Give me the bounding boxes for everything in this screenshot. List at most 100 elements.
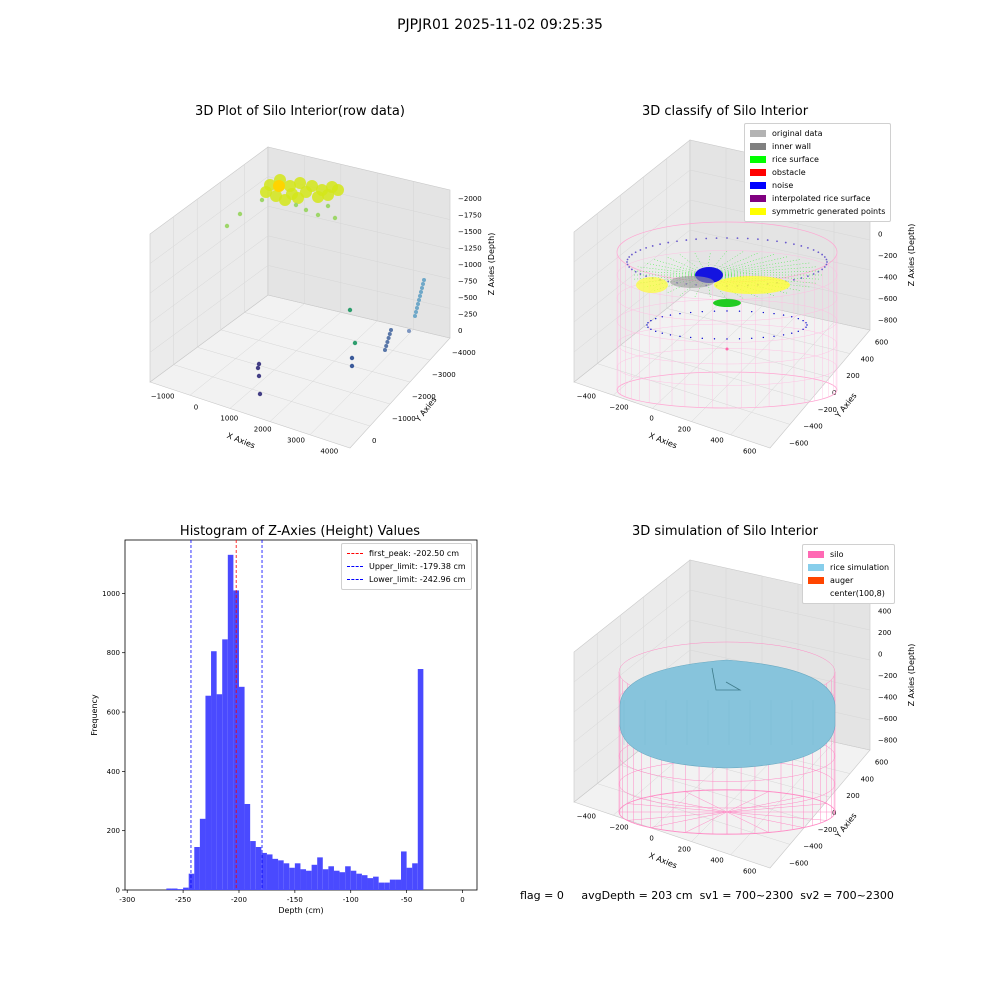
p1-y-tick-label: −4000 <box>452 349 476 357</box>
p2-legend-entry: inner wall <box>750 140 885 153</box>
p3-x-tick-label: -250 <box>175 896 191 904</box>
p2-point <box>655 317 657 320</box>
p2-y-tick-label: 0 <box>832 389 836 397</box>
p4-legend-label: center(100,8) <box>830 589 885 598</box>
p2-z-tick-label: −400 <box>878 273 897 281</box>
p2-silo-wire <box>616 274 838 322</box>
p2-x-tick-label: −200 <box>609 404 628 412</box>
p2-point <box>812 273 815 275</box>
p3-bar <box>171 888 178 890</box>
p2-point <box>626 261 628 263</box>
p4-legend-entry: center(100,8) <box>808 587 889 600</box>
p2-point <box>823 256 826 258</box>
p2-legend-entry: rice surface <box>750 153 885 166</box>
p1-z-tick-label: −1250 <box>458 245 482 253</box>
p2-point <box>667 280 670 283</box>
p3-bar <box>395 879 402 890</box>
p3-bar <box>216 694 223 890</box>
p3-bar <box>272 858 279 890</box>
p3-legend-swatch <box>347 566 363 567</box>
sv2-text: sv2 = 700~2300 <box>800 889 894 902</box>
p4-y-tick-label: −200 <box>818 826 837 834</box>
p2-original-cluster <box>670 276 714 288</box>
p2-grid <box>597 363 791 425</box>
p3-bar <box>255 846 262 890</box>
p2-rice-ray <box>706 251 744 276</box>
p1-point <box>237 211 243 217</box>
p2-point <box>817 270 820 273</box>
p4-x-tick-label: 200 <box>678 846 691 854</box>
p2-legend-swatch <box>750 143 766 150</box>
p3-x-tick-label: -150 <box>287 896 303 904</box>
p2-point <box>800 277 803 279</box>
p4-z-tick-label: 0 <box>878 651 882 659</box>
panel2-legend: original data inner wall rice surface obsta… <box>744 123 892 222</box>
p4-grid <box>730 741 835 855</box>
p2-x-tick-label: 200 <box>678 426 691 434</box>
p2-silo-wire <box>616 323 838 365</box>
p2-point <box>679 335 681 338</box>
status-footer: flag = 0 avgDepth = 203 cm sv1 = 700~230… <box>520 889 894 902</box>
avg-depth-text: avgDepth = 203 cm <box>581 889 693 902</box>
p3-bar <box>177 889 184 890</box>
p2-point <box>630 253 633 256</box>
p2-symmetric-points <box>636 277 668 293</box>
figure-title: PJPJR01 2025-11-02 09:25:35 <box>397 17 603 33</box>
p3-legend-label: Lower_limit: -242.96 cm <box>369 575 466 584</box>
p2-point <box>661 316 663 318</box>
p3-bar <box>306 870 312 890</box>
p1-x-tick-label: −1000 <box>151 393 175 401</box>
p2-grid <box>573 259 871 353</box>
p1-point <box>422 278 426 282</box>
p2-legend-label: symmetric generated points <box>772 207 886 216</box>
p3-bar <box>266 854 273 890</box>
p3-bar <box>322 869 329 890</box>
p2-point <box>800 245 803 247</box>
p4-x-axis-label: X Axies <box>648 851 679 870</box>
p4-legend-swatch <box>808 590 824 597</box>
p3-legend-label: Upper_limit: -179.38 cm <box>369 562 466 571</box>
p1-point <box>418 294 422 298</box>
p1-grid <box>309 329 414 435</box>
p2-point <box>715 237 718 240</box>
p2-point <box>669 334 672 336</box>
p3-bar <box>378 882 385 890</box>
p1-point <box>224 223 230 229</box>
p2-legend-swatch <box>750 169 766 176</box>
p3-bar <box>339 872 346 890</box>
p2-legend-entry: interpolated rice surface <box>750 192 885 205</box>
p2-point <box>762 336 765 339</box>
p1-y-tick-label: −3000 <box>432 371 456 379</box>
p4-legend-entry: silo <box>808 548 889 561</box>
p2-point <box>773 335 775 338</box>
p1-z-axis-label: Z Axies (Depth) <box>487 233 496 296</box>
p2-point <box>645 275 647 278</box>
p2-legend-swatch <box>750 195 766 202</box>
p2-point <box>647 322 649 324</box>
p4-rice-simulation-surface <box>619 659 836 769</box>
p2-legend-swatch <box>750 208 766 215</box>
p3-legend-entry: Upper_limit: -179.38 cm <box>347 560 466 573</box>
p4-y-tick-label: −600 <box>789 860 808 868</box>
panel4-legend: silo rice simulation auger center(100,8) <box>802 544 896 604</box>
p3-bar <box>328 866 334 890</box>
p1-point <box>415 306 419 310</box>
p2-point <box>797 317 799 320</box>
p2-legend-label: noise <box>772 181 794 190</box>
p2-point <box>805 326 807 328</box>
p2-legend-label: original data <box>772 129 823 138</box>
p2-y-tick-label: 600 <box>875 338 888 346</box>
p3-bar <box>294 863 301 890</box>
p1-point <box>312 191 324 203</box>
p2-legend-entry: obstacle <box>750 166 885 179</box>
p2-point <box>805 322 807 324</box>
p4-silo-wire <box>627 811 728 821</box>
p1-point <box>413 314 417 318</box>
p2-grid <box>691 313 799 422</box>
p3-legend-label: first_peak: -202.50 cm <box>369 549 460 558</box>
p2-point <box>784 241 787 244</box>
p2-point <box>661 332 663 334</box>
p1-point <box>256 361 262 367</box>
p2-point <box>776 240 778 243</box>
p3-bar <box>205 695 212 890</box>
